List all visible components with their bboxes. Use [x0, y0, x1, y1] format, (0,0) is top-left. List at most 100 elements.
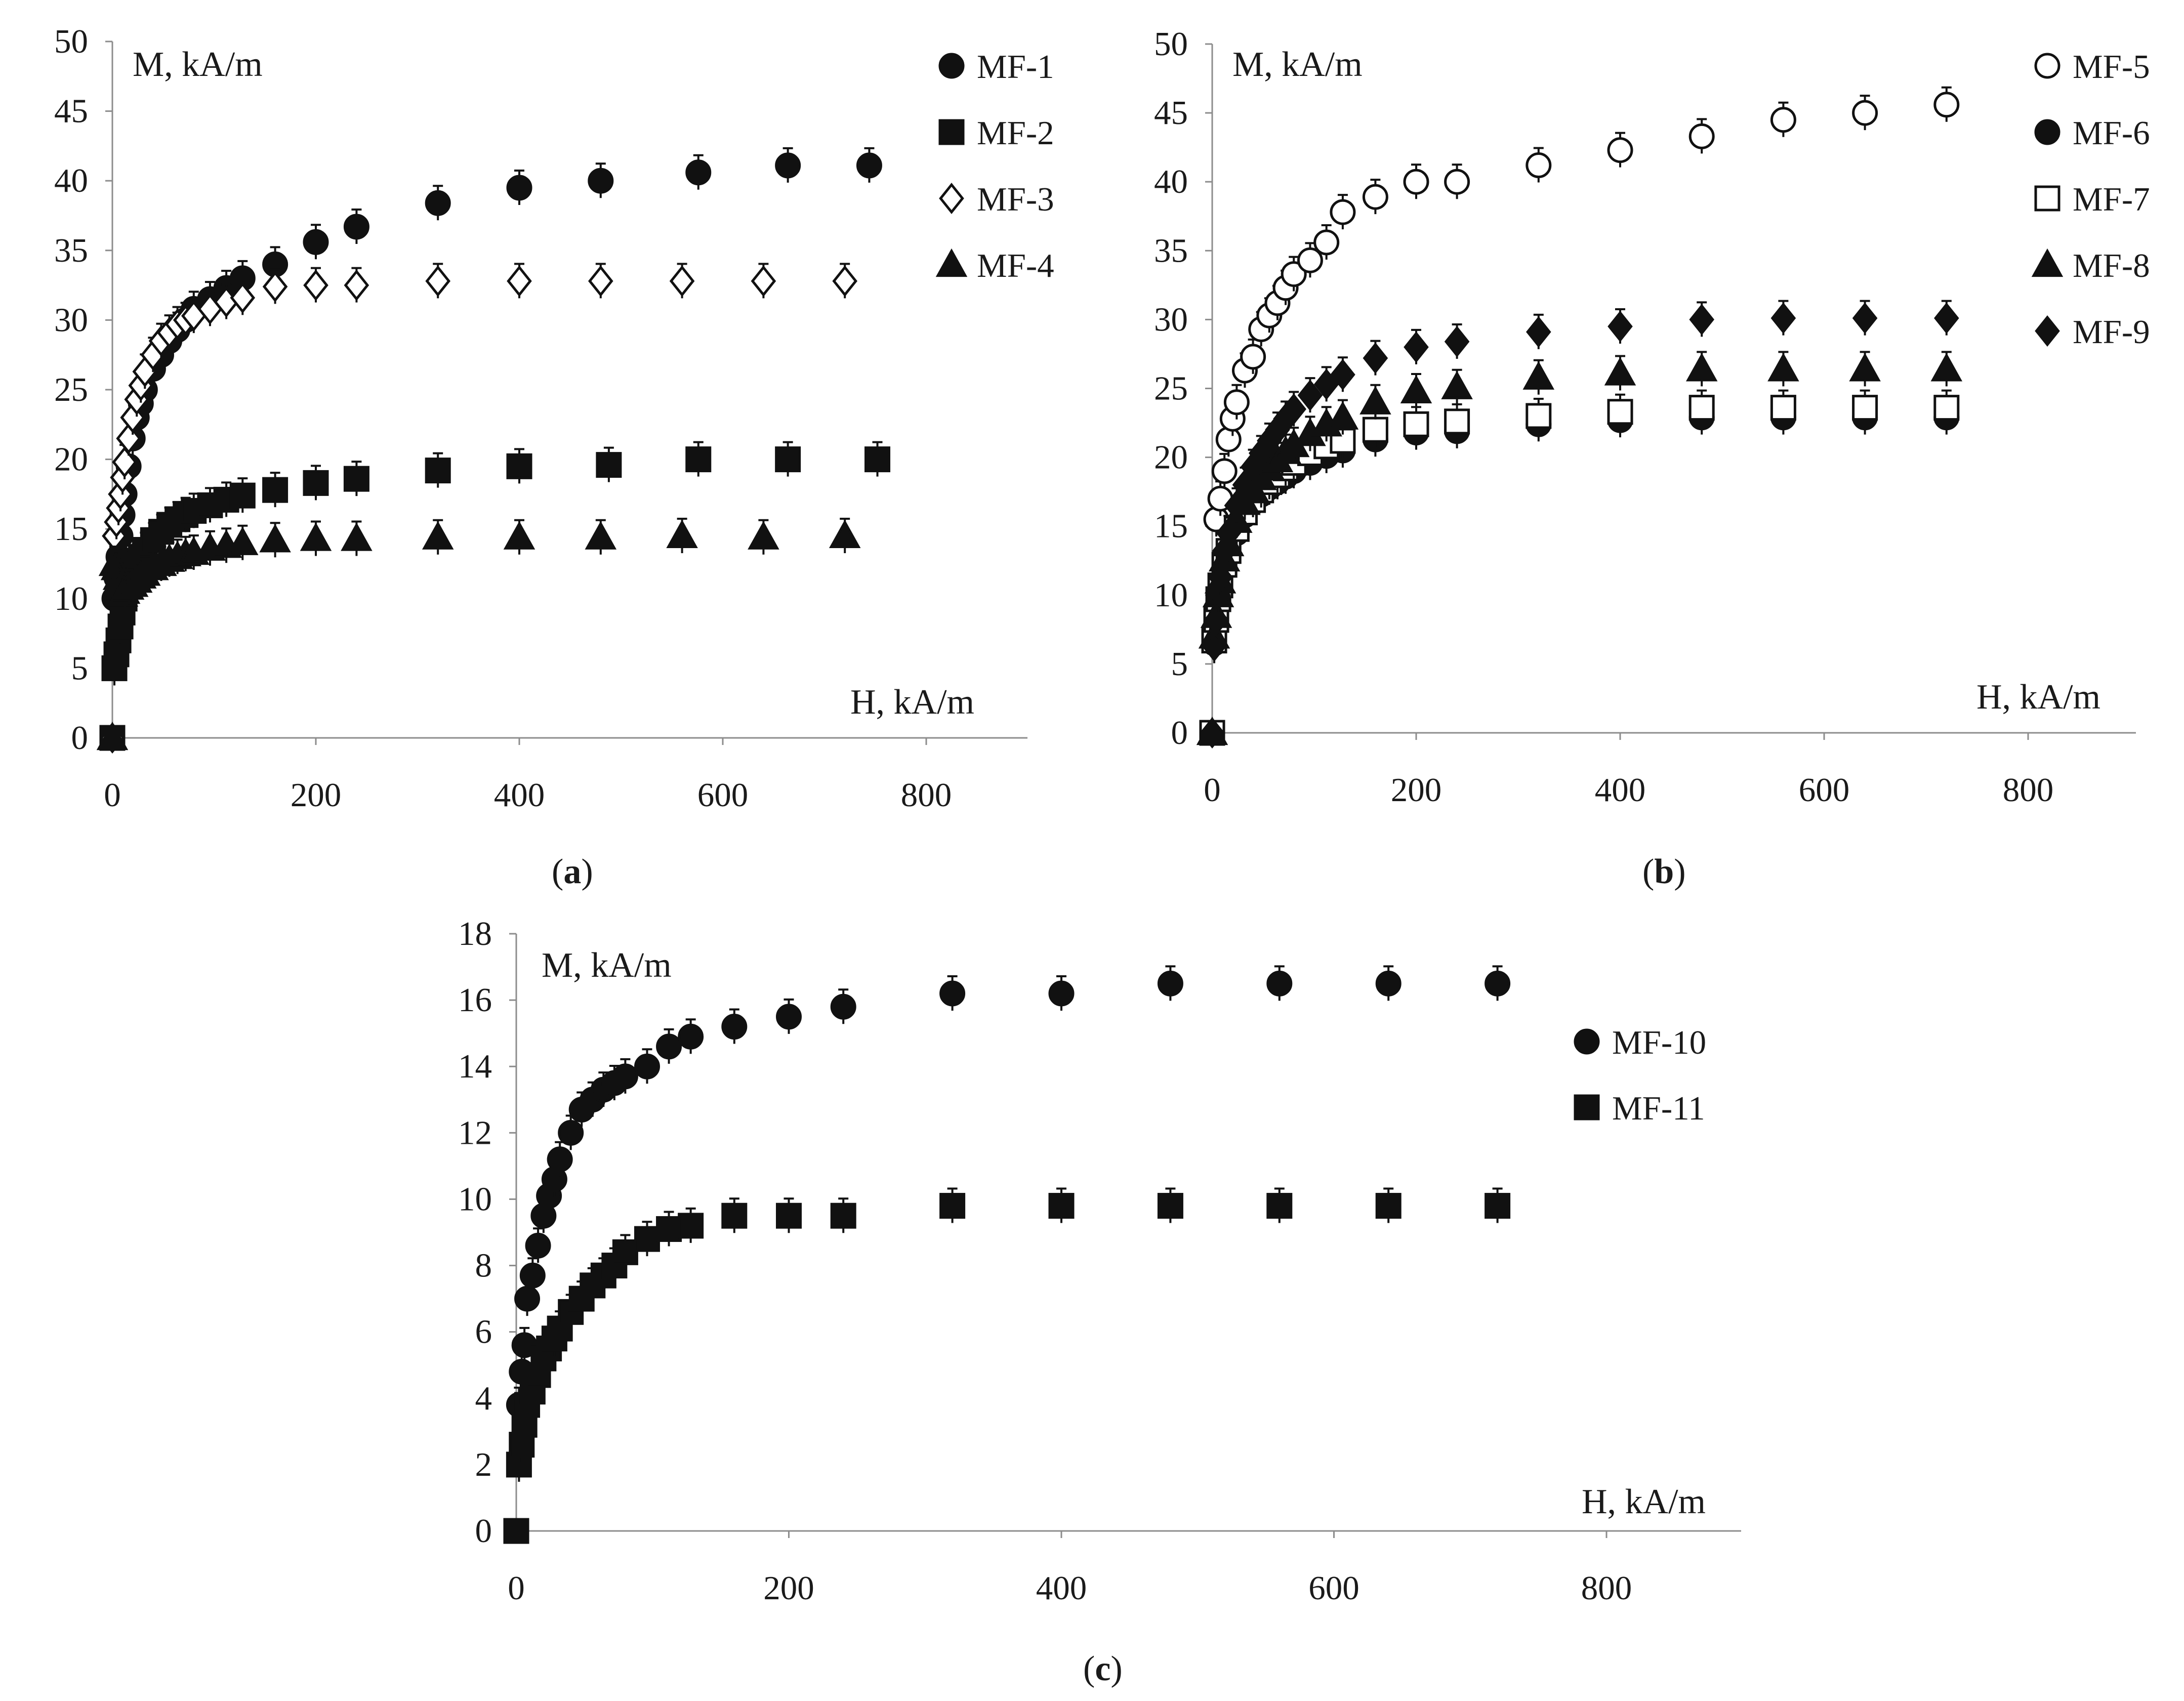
data-point [300, 522, 332, 551]
data-point [1330, 359, 1355, 391]
y-tick-label: 10 [1154, 576, 1188, 614]
data-point [678, 1023, 704, 1050]
data-point [1444, 408, 1470, 435]
data-point [425, 265, 451, 297]
legend-label: MF-6 [2073, 114, 2150, 152]
panel-caption: (b) [1642, 852, 1686, 891]
data-point [1526, 316, 1551, 348]
series-MF-5 [1199, 86, 1960, 746]
data-point [1157, 970, 1183, 997]
data-point [829, 519, 861, 549]
y-tick-label: 14 [458, 1048, 492, 1085]
y-tick-label: 8 [475, 1247, 492, 1284]
data-point [612, 1063, 638, 1090]
data-point [1363, 342, 1388, 374]
y-tick-label: 4 [475, 1380, 492, 1417]
data-point [678, 1213, 704, 1239]
data-point [1849, 353, 1881, 382]
y-tick-label: 15 [54, 510, 88, 548]
data-point [1403, 169, 1429, 195]
x-tick-label: 800 [1581, 1569, 1632, 1607]
legend-entry: MF-8 [2031, 247, 2150, 284]
legend-label: MF-5 [2073, 48, 2150, 86]
data-point [303, 269, 328, 301]
data-point [1403, 411, 1429, 437]
data-point [585, 521, 617, 550]
data-point [1297, 247, 1323, 273]
data-point [1933, 302, 1959, 334]
panel-caption-letter: b [1654, 852, 1674, 891]
data-point [1852, 100, 1878, 126]
y-tick-label: 16 [458, 981, 492, 1019]
legend-label: MF-7 [2073, 181, 2150, 218]
data-point [1770, 107, 1796, 133]
data-point [1266, 970, 1293, 997]
data-point [1204, 604, 1229, 636]
x-axis-label: H, kA/m [1582, 1482, 1706, 1521]
data-point [1604, 357, 1636, 386]
legend-marker [2031, 248, 2064, 277]
y-tick-label: 30 [54, 301, 88, 339]
legend-entry: MF-4 [935, 247, 1054, 284]
data-point [506, 175, 532, 201]
data-point [1211, 458, 1238, 484]
legend-entry: MF-5 [2034, 48, 2150, 86]
panel-caption-letter: a [563, 852, 581, 891]
legend-marker [935, 248, 968, 277]
y-tick-label: 45 [54, 93, 88, 130]
data-point [1770, 302, 1796, 334]
data-point [1266, 1193, 1293, 1219]
data-point [775, 446, 801, 473]
data-point [1200, 717, 1225, 749]
legend-marker [938, 53, 965, 79]
data-point [96, 721, 129, 751]
legend-label: MF-3 [977, 181, 1054, 218]
data-point [864, 446, 891, 473]
data-point [830, 993, 856, 1020]
data-point [230, 282, 256, 314]
y-tick-label: 45 [1154, 94, 1188, 132]
data-point [1852, 302, 1878, 334]
y-tick-label: 6 [475, 1313, 492, 1351]
y-tick-label: 5 [71, 649, 89, 687]
data-point [1327, 401, 1359, 430]
data-point [1607, 399, 1633, 425]
data-point [558, 1119, 584, 1146]
legend-entry: MF-3 [939, 181, 1054, 218]
y-tick-label: 30 [1154, 301, 1188, 338]
x-tick-label: 600 [697, 776, 749, 814]
data-point [1048, 980, 1075, 1007]
y-tick-label: 15 [1154, 508, 1188, 545]
legend-label: MF-8 [2073, 247, 2150, 284]
data-point [1223, 389, 1250, 416]
x-axis-label: H, kA/m [1976, 678, 2100, 717]
y-axis-label: M, kA/m [542, 946, 672, 985]
data-point [262, 271, 288, 303]
data-point [751, 265, 776, 297]
data-point [666, 519, 698, 549]
legend-entry: MF-10 [1574, 1024, 1706, 1061]
y-axis-label: M, kA/m [133, 45, 263, 84]
x-tick-label: 400 [1036, 1569, 1087, 1607]
data-point [1441, 370, 1473, 399]
data-point [1688, 123, 1715, 149]
series-MF-11 [503, 1187, 1511, 1544]
data-point [775, 152, 801, 179]
data-point [1208, 561, 1233, 593]
panel-caption: (c) [1083, 1649, 1123, 1688]
data-point [259, 524, 291, 553]
data-point [1359, 386, 1391, 414]
data-point [1933, 395, 1960, 421]
data-point [1375, 1193, 1402, 1219]
x-tick-label: 0 [508, 1569, 525, 1607]
data-point [303, 229, 329, 255]
data-point [830, 1202, 856, 1229]
y-tick-label: 5 [1171, 645, 1188, 683]
series-MF-4 [96, 517, 861, 751]
data-point [1048, 1193, 1075, 1219]
data-point [939, 980, 966, 1007]
legend-entry: MF-2 [938, 114, 1054, 152]
data-point [1852, 395, 1878, 421]
data-point [1330, 199, 1356, 225]
y-tick-label: 18 [458, 915, 492, 952]
